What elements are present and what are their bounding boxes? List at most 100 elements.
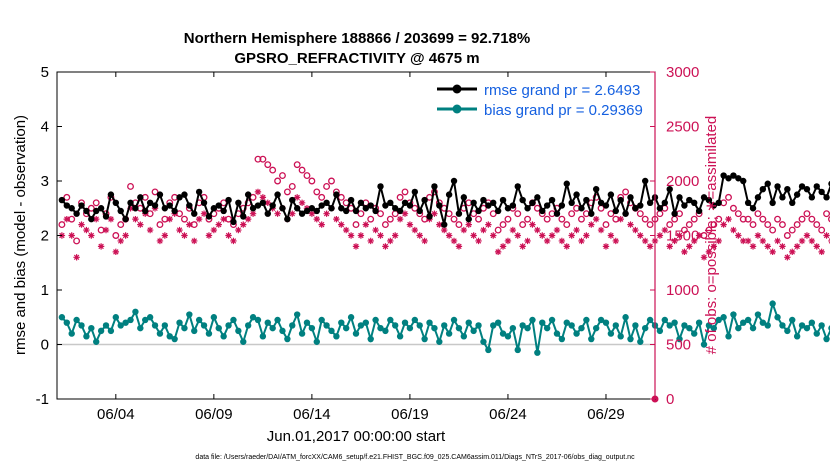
bias-point xyxy=(176,319,183,326)
bias-point xyxy=(156,330,164,337)
obs-assimilated-point xyxy=(813,243,820,250)
obs-assimilated-point xyxy=(744,237,752,245)
bias-point xyxy=(700,341,708,348)
bias-point xyxy=(597,316,605,324)
obs-possible-point xyxy=(504,215,512,223)
rmse-point xyxy=(744,199,752,206)
obs-assimilated-point xyxy=(637,232,644,239)
obs-assimilated-point xyxy=(367,237,374,245)
bias-point xyxy=(744,316,752,324)
obs-assimilated-point xyxy=(607,232,615,239)
rmse-point xyxy=(88,215,95,223)
obs-possible-point xyxy=(293,161,301,169)
obs-assimilated-point xyxy=(583,232,590,239)
rmse-point xyxy=(700,194,708,201)
obs-assimilated-point xyxy=(401,210,409,217)
bias-point xyxy=(759,319,767,326)
obs-assimilated-point xyxy=(176,226,183,234)
obs-assimilated-point xyxy=(671,237,678,245)
obs-assimilated-point xyxy=(485,221,492,228)
obs-assimilated-point xyxy=(289,210,296,217)
bias-point xyxy=(78,322,85,329)
obs-possible-point xyxy=(180,215,188,223)
bias-point xyxy=(441,322,448,329)
obs-possible-point xyxy=(818,226,826,234)
bias-point xyxy=(392,322,399,329)
rmse-point xyxy=(592,185,600,193)
obs-possible-point xyxy=(739,215,747,223)
bias-point xyxy=(656,327,664,335)
obs-possible-point xyxy=(622,188,630,196)
legend-rmse-label: rmse grand pr = 2.6493 xyxy=(484,82,640,99)
bias-point xyxy=(93,338,100,345)
rmse-point xyxy=(779,194,786,201)
obs-assimilated-point xyxy=(225,232,232,239)
bias-point xyxy=(740,319,747,326)
obs-assimilated-point xyxy=(97,243,105,250)
bias-point xyxy=(200,322,208,329)
obs-possible-point xyxy=(803,210,811,218)
bias-point xyxy=(779,322,786,329)
obs-assimilated-point xyxy=(543,237,551,245)
obs-assimilated-point xyxy=(362,221,370,228)
x-tick-label: 06/24 xyxy=(489,406,527,423)
obs-assimilated-point xyxy=(548,232,556,239)
rmse-point xyxy=(357,199,365,206)
bias-point xyxy=(122,319,129,326)
rmse-point xyxy=(441,221,448,228)
obs-assimilated-point xyxy=(112,248,120,256)
obs-assimilated-point xyxy=(676,232,683,239)
rmse-point xyxy=(764,180,771,187)
bias-point xyxy=(102,322,110,329)
bias-point xyxy=(622,314,629,321)
rmse-point xyxy=(514,183,521,190)
rmse-point xyxy=(176,194,183,201)
obs-assimilated-point xyxy=(181,232,188,239)
bias-point xyxy=(186,311,193,318)
rmse-point xyxy=(494,207,502,215)
rmse-point xyxy=(166,202,173,209)
rmse-point xyxy=(200,199,208,206)
y-tick-label: 3 xyxy=(41,173,49,190)
legend-box xyxy=(431,77,651,118)
rmse-point xyxy=(656,205,664,212)
rmse-point xyxy=(382,202,389,209)
obs-possible-point xyxy=(774,215,781,223)
chart-subtitle: GPSRO_REFRACTIVITY @ 4675 m xyxy=(234,50,479,67)
obs-assimilated-point xyxy=(730,226,737,234)
obs-assimilated-point xyxy=(504,237,512,245)
y-tick-label: 0 xyxy=(41,337,49,354)
rmse-point xyxy=(293,205,301,212)
bias-point xyxy=(73,316,80,324)
bias-point xyxy=(460,333,468,340)
rmse-point xyxy=(73,210,80,217)
bias-point xyxy=(578,324,585,332)
bias-point xyxy=(372,316,379,324)
rmse-point xyxy=(475,207,482,215)
obs-assimilated-point xyxy=(416,232,423,239)
bias-point xyxy=(710,324,718,332)
obs-assimilated-point xyxy=(215,221,222,228)
bias-point xyxy=(529,316,536,324)
bias-point xyxy=(338,319,345,326)
obs-possible-point xyxy=(396,193,404,201)
obs-assimilated-point xyxy=(382,243,389,250)
rmse-point xyxy=(617,196,624,204)
obs-assimilated-point xyxy=(102,226,110,234)
obs-assimilated-point xyxy=(191,237,198,245)
rmse-point xyxy=(622,210,629,217)
obs-assimilated-point xyxy=(700,254,708,261)
bias-point xyxy=(602,319,610,326)
rmse-point xyxy=(681,202,688,209)
y2-tick-label: 1500 xyxy=(666,228,699,245)
bias-point xyxy=(784,327,791,335)
rmse-point xyxy=(602,202,610,209)
obs-assimilated-point xyxy=(519,243,526,250)
rmse-point xyxy=(205,213,213,220)
bias-point xyxy=(612,322,619,329)
obs-possible-point xyxy=(680,226,688,234)
bias-point xyxy=(671,319,678,326)
rmse-point xyxy=(426,213,433,220)
rmse-point xyxy=(509,202,517,209)
rmse-point xyxy=(347,196,355,204)
